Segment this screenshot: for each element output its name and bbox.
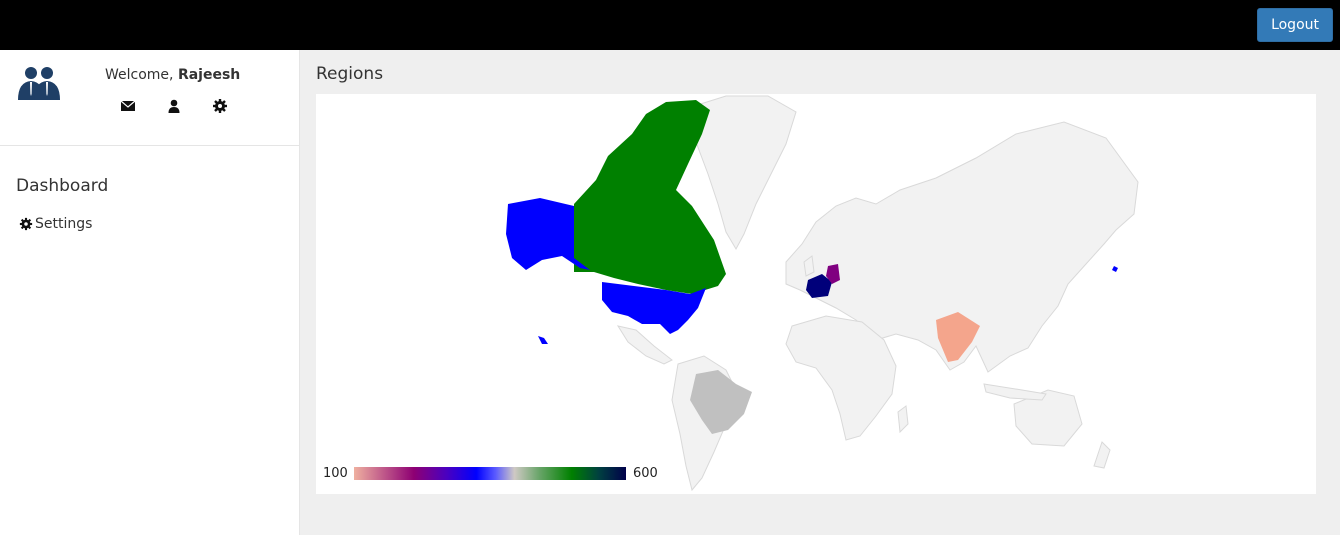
region-africa[interactable]: [785, 315, 897, 441]
region-canada[interactable]: [574, 100, 726, 294]
geo-chart: 100 600: [316, 94, 1316, 494]
world-map: 100 600: [323, 95, 1139, 492]
legend-min-label: 100: [323, 466, 348, 481]
region-france[interactable]: [806, 274, 832, 298]
region-japan[interactable]: [1112, 266, 1118, 272]
legend-color-bar: [354, 467, 626, 480]
user-actions: [120, 98, 228, 114]
user-name: Rajeesh: [177, 67, 241, 83]
region-madagascar[interactable]: [897, 405, 909, 434]
region-new-zealand[interactable]: [1093, 441, 1111, 469]
region-uk[interactable]: [803, 255, 815, 277]
sidebar: Welcome, Rajeesh Dashboard Settings: [0, 50, 300, 535]
users-avatar-icon: [18, 67, 60, 100]
region-central-america[interactable]: [616, 325, 673, 365]
gear-icon[interactable]: [212, 98, 228, 114]
region-usa[interactable]: [602, 282, 706, 334]
logout-button[interactable]: Logout: [1257, 8, 1333, 42]
region-germany[interactable]: [826, 264, 840, 284]
user-panel: Welcome, Rajeesh: [0, 50, 299, 146]
region-hawaii[interactable]: [538, 336, 548, 344]
user-icon[interactable]: [166, 98, 182, 114]
legend-max-label: 600: [633, 466, 658, 481]
region-indonesia[interactable]: [983, 383, 1047, 401]
region-greenland[interactable]: [693, 95, 797, 251]
envelope-icon[interactable]: [120, 98, 136, 114]
region-brazil[interactable]: [690, 370, 752, 434]
region-australia[interactable]: [1013, 389, 1083, 447]
gear-icon: [19, 217, 33, 231]
region-alaska[interactable]: [506, 198, 590, 270]
region-india[interactable]: [936, 312, 980, 362]
top-navbar: Logout: [0, 0, 1340, 50]
sidebar-item-settings[interactable]: Settings: [19, 216, 92, 232]
nav-title-dashboard[interactable]: Dashboard: [16, 176, 109, 196]
sidebar-item-label: Settings: [35, 216, 93, 232]
welcome-text: Welcome, Rajeesh: [105, 67, 241, 83]
page-title: Regions: [316, 64, 384, 84]
